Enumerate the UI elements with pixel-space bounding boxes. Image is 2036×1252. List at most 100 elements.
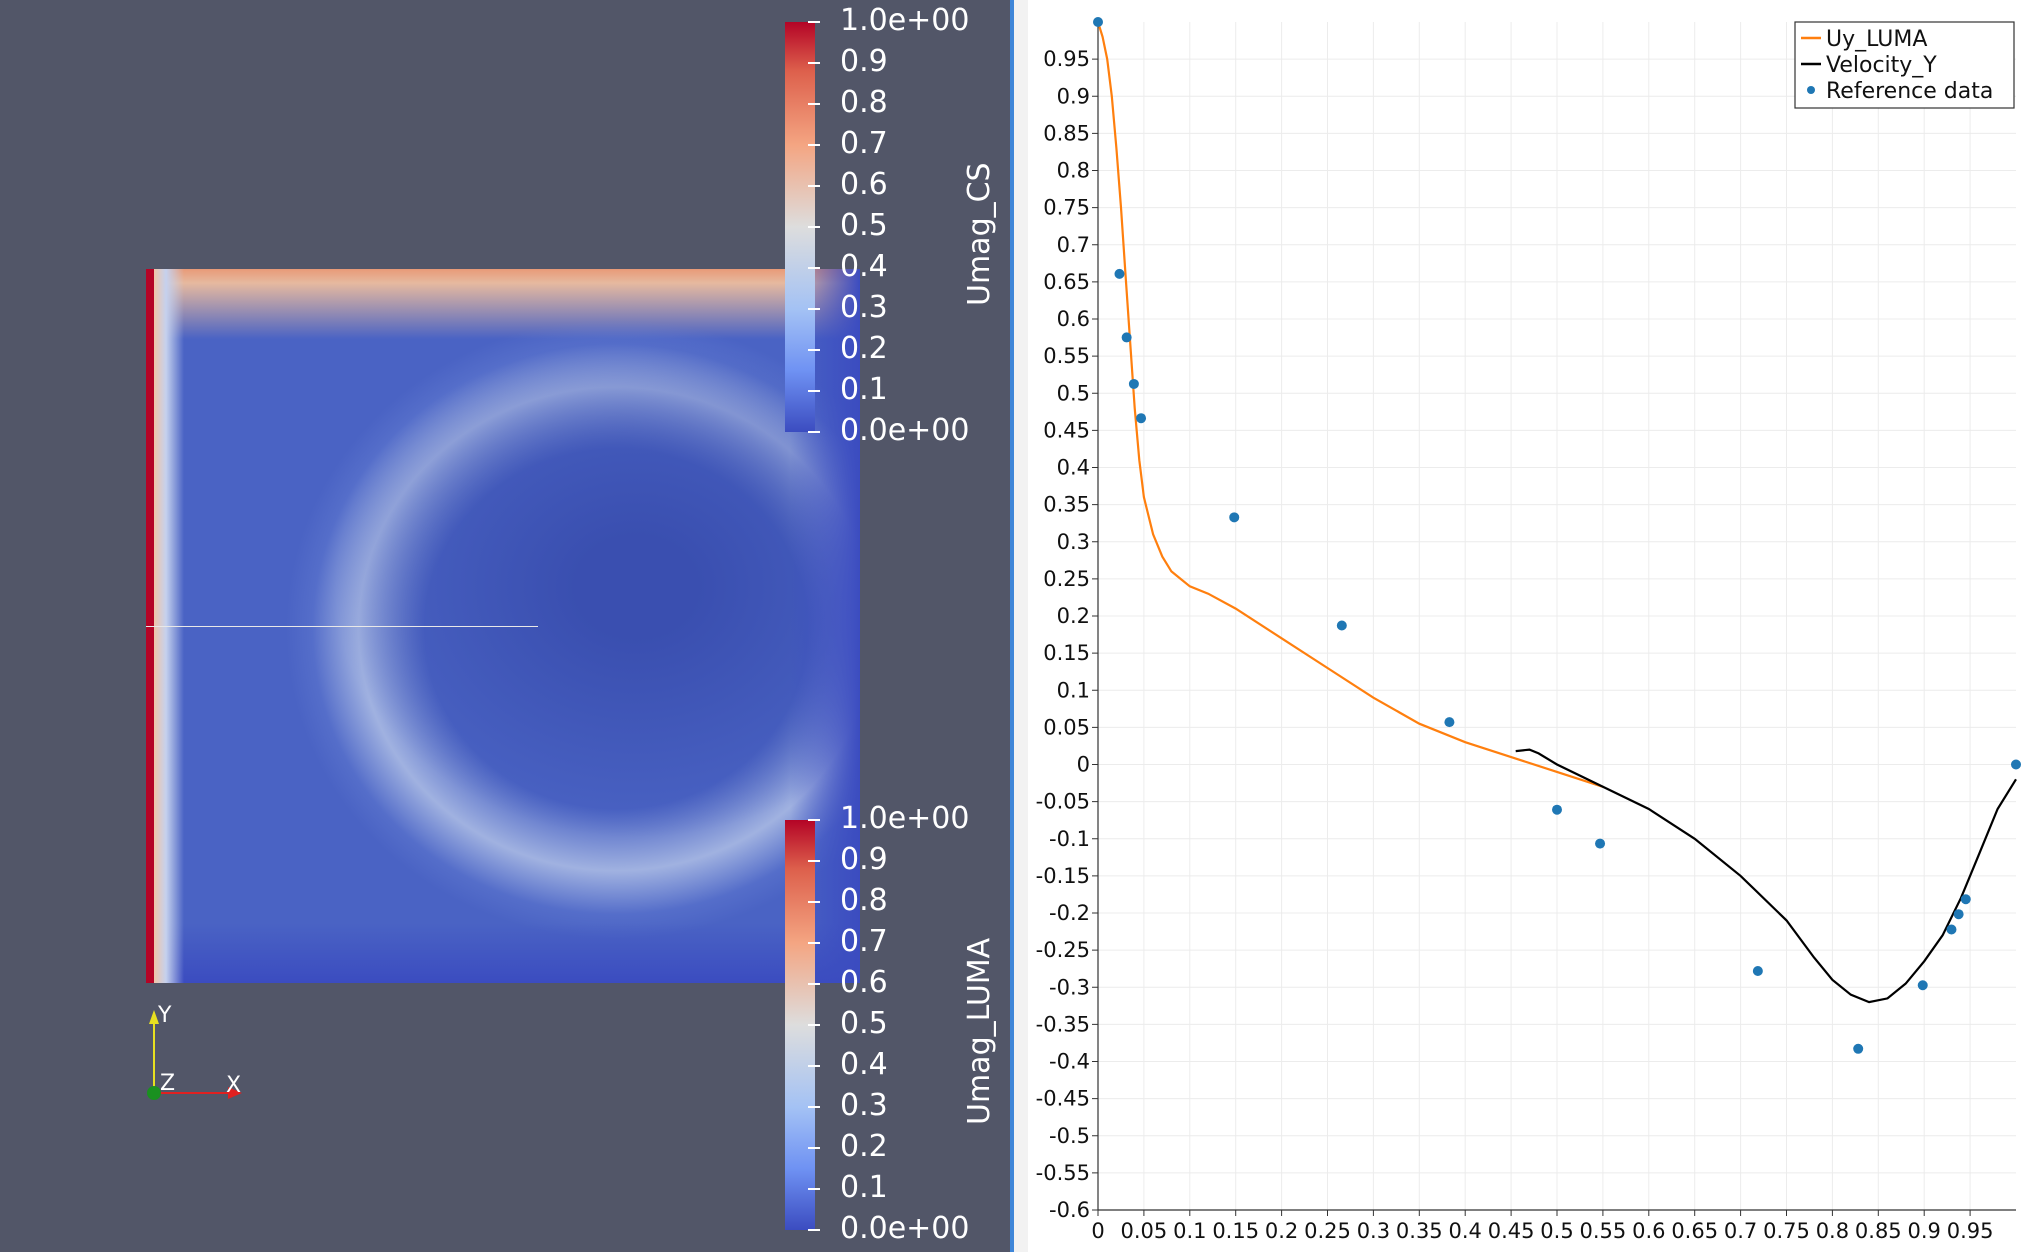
y-tick-label: 0.55 xyxy=(1043,344,1090,368)
reference-point xyxy=(1093,17,1103,27)
x-tick-label: 0.75 xyxy=(1763,1219,1810,1243)
y-tick-label: 0.25 xyxy=(1043,567,1090,591)
y-tick-label: -0.6 xyxy=(1049,1198,1090,1222)
y-tick-label: -0.55 xyxy=(1036,1161,1090,1185)
colorbar-tick xyxy=(808,1106,820,1108)
x-tick-label: 0.6 xyxy=(1632,1219,1665,1243)
colorbar-tick-label: 0.8 xyxy=(840,85,888,120)
series-line-uy-luma xyxy=(1096,21,1604,788)
view-splitter[interactable] xyxy=(1010,0,1014,1252)
y-tick-label: 0.9 xyxy=(1057,84,1090,108)
colorbar-tick xyxy=(808,308,820,310)
colorbar-bottom-title: Umag_LUMA xyxy=(962,937,997,1125)
y-tick-label: 0.5 xyxy=(1057,381,1090,405)
colorbar-tick xyxy=(808,21,820,23)
series-line-velocity-y xyxy=(1515,748,2017,1004)
colorbar-tick-label: 0.3 xyxy=(840,1088,888,1123)
colorbar-tick xyxy=(808,431,820,433)
colorbar-tick-label: 0.1 xyxy=(840,372,888,407)
colorbar-tick xyxy=(808,901,820,903)
reference-point xyxy=(1336,620,1347,631)
legend-swatch xyxy=(1807,86,1815,94)
colorbar-tick xyxy=(808,144,820,146)
colorbar-tick xyxy=(808,819,820,821)
x-tick-label: 0.65 xyxy=(1671,1219,1718,1243)
colorbar-top-title: Umag_CS xyxy=(962,162,997,306)
reference-point xyxy=(1444,717,1455,728)
colorbar-tick xyxy=(808,942,820,944)
reference-point xyxy=(1136,413,1147,424)
reference-point xyxy=(1853,1043,1864,1054)
reference-point xyxy=(1917,980,1928,991)
reference-point xyxy=(1960,894,1971,905)
reference-point xyxy=(1752,965,1763,976)
colorbar-tick-label: 0.4 xyxy=(840,1047,888,1082)
x-tick-label: 0.7 xyxy=(1724,1219,1757,1243)
y-tick-label: -0.5 xyxy=(1049,1124,1090,1148)
reference-point xyxy=(1121,332,1132,343)
render-view[interactable]: 1.0e+00 0.9 0.8 0.7 0.6 0.5 0.4 0.3 0.2 0.1 0.0e+0… xyxy=(0,0,1010,1252)
colorbar-tick-label: 0.2 xyxy=(840,331,888,366)
y-tick-label: -0.35 xyxy=(1036,1012,1090,1036)
x-tick-label: 0.35 xyxy=(1396,1219,1443,1243)
colorbar-tick xyxy=(808,267,820,269)
x-tick-label: 0.1 xyxy=(1173,1219,1206,1243)
axis-x-label: X xyxy=(226,1073,242,1098)
y-tick-label: 0.35 xyxy=(1043,493,1090,517)
y-tick-label: 0.6 xyxy=(1057,307,1090,331)
axis-y-label: Y xyxy=(158,1003,172,1028)
x-tick-label: 0.2 xyxy=(1265,1219,1298,1243)
colorbar-tick-label: 0.6 xyxy=(840,167,888,202)
reference-point xyxy=(1229,512,1240,523)
colorbar-tick xyxy=(808,1065,820,1067)
y-tick-label: 0.8 xyxy=(1057,159,1090,183)
colorbar-tick xyxy=(808,1188,820,1190)
colorbar-tick xyxy=(808,860,820,862)
y-tick-label: 0.45 xyxy=(1043,418,1090,442)
colorbar-tick-label: 0.1 xyxy=(840,1170,888,1205)
y-tick-label: -0.3 xyxy=(1049,975,1090,999)
colorbar-tick xyxy=(808,1147,820,1149)
axis-z-label: Z xyxy=(160,1071,176,1096)
colorbar-tick xyxy=(808,103,820,105)
y-tick-label: 0.85 xyxy=(1043,121,1090,145)
x-tick-label: 0.05 xyxy=(1121,1219,1168,1243)
y-tick-label: 0.95 xyxy=(1043,47,1090,71)
line-chart-view[interactable]: 0.95 0.9 0.85 0.8 0.75 0.7 0.65 0.6 0.55 0.5 0.45 0… xyxy=(1028,0,2036,1252)
reference-point xyxy=(1128,378,1139,389)
colorbar-tick-label: 0.4 xyxy=(840,249,888,284)
colorbar-tick-label: 1.0e+00 xyxy=(840,801,970,836)
y-tick-label: -0.25 xyxy=(1036,938,1090,962)
x-tick-label: 0.55 xyxy=(1580,1219,1627,1243)
y-tick-label: -0.05 xyxy=(1036,790,1090,814)
colorbar-tick-label: 0.5 xyxy=(840,208,888,243)
x-tick-label: 0.25 xyxy=(1304,1219,1351,1243)
y-tick-label: 0.2 xyxy=(1057,604,1090,628)
x-tick-label: 0.45 xyxy=(1488,1219,1535,1243)
x-tick-label: 0.95 xyxy=(1947,1219,1994,1243)
colorbar-tick-label: 0.0e+00 xyxy=(840,413,970,448)
colorbar-tick-label: 0.9 xyxy=(840,842,888,877)
reference-point xyxy=(1114,268,1125,279)
x-tick-label: 0.9 xyxy=(1907,1219,1940,1243)
legend-label: Velocity_Y xyxy=(1826,53,1937,78)
x-tick-label: 0.5 xyxy=(1540,1219,1573,1243)
y-tick-label: -0.2 xyxy=(1049,901,1090,925)
probe-line[interactable] xyxy=(146,626,538,627)
y-tick-label: -0.45 xyxy=(1036,1087,1090,1111)
reference-point xyxy=(1953,909,1964,920)
y-tick-label: 0.65 xyxy=(1043,270,1090,294)
line-chart: 0.950.90.850.80.750.70.650.60.550.50.450… xyxy=(1036,17,2021,1243)
x-tick-label: 0 xyxy=(1091,1219,1104,1243)
chart-axes xyxy=(1092,22,2016,1216)
colorbar-tick-label: 0.5 xyxy=(840,1006,888,1041)
y-tick-label: 0.05 xyxy=(1043,715,1090,739)
colorbar-tick xyxy=(808,1229,820,1231)
y-tick-label: -0.1 xyxy=(1049,827,1090,851)
colorbar-tick-label: 0.6 xyxy=(840,965,888,1000)
legend-box xyxy=(1794,21,2015,109)
y-tick-label: 0.7 xyxy=(1057,233,1090,257)
view-gap xyxy=(1014,0,1028,1252)
colorbar-tick xyxy=(808,1024,820,1026)
